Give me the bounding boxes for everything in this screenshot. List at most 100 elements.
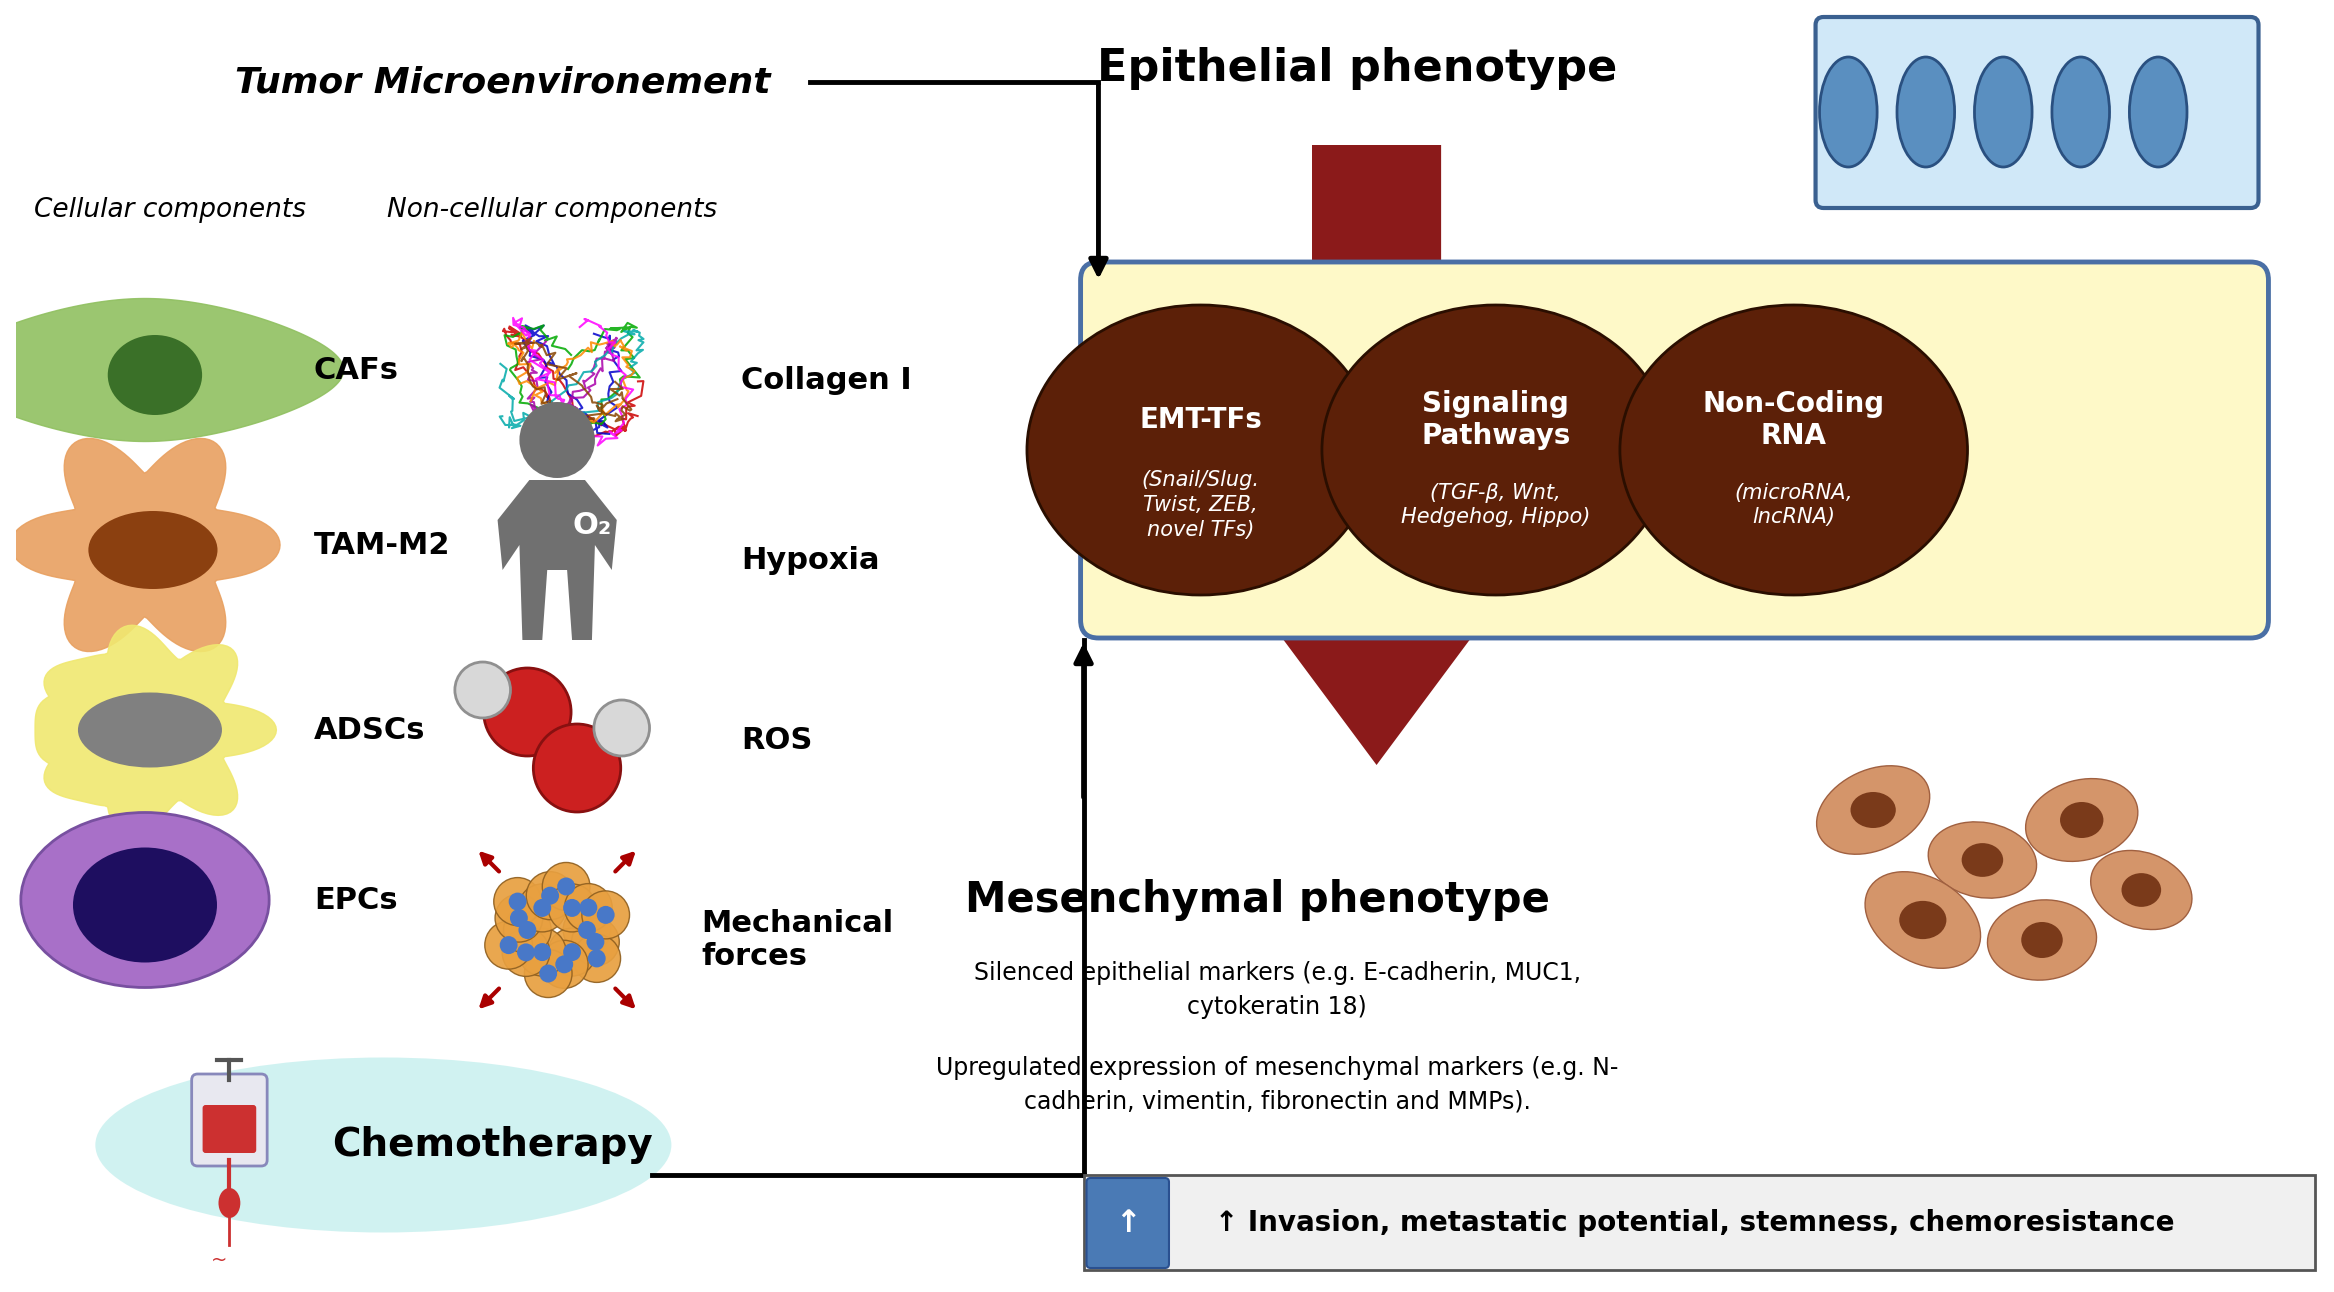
Text: Collagen I: Collagen I bbox=[740, 366, 913, 394]
Text: Mesenchymal phenotype: Mesenchymal phenotype bbox=[964, 879, 1550, 921]
Ellipse shape bbox=[1900, 901, 1947, 939]
Circle shape bbox=[518, 921, 537, 939]
Circle shape bbox=[485, 921, 532, 969]
Text: (Snail/Slug.
Twist, ZEB,
novel TFs): (Snail/Slug. Twist, ZEB, novel TFs) bbox=[1141, 470, 1260, 540]
FancyBboxPatch shape bbox=[1081, 262, 2269, 638]
Ellipse shape bbox=[1989, 899, 2096, 981]
Text: Upregulated expression of mesenchymal markers (e.g. N-
cadherin, vimentin, fibro: Upregulated expression of mesenchymal ma… bbox=[936, 1057, 1617, 1114]
Polygon shape bbox=[35, 625, 275, 835]
Circle shape bbox=[525, 872, 574, 920]
Circle shape bbox=[579, 899, 598, 916]
Text: ADSCs: ADSCs bbox=[313, 716, 425, 744]
Ellipse shape bbox=[107, 335, 203, 415]
Circle shape bbox=[539, 965, 558, 982]
Ellipse shape bbox=[2129, 57, 2187, 167]
Circle shape bbox=[598, 906, 614, 924]
Circle shape bbox=[499, 937, 518, 953]
Ellipse shape bbox=[2052, 57, 2110, 167]
Text: Epithelial phenotype: Epithelial phenotype bbox=[1097, 47, 1617, 89]
Ellipse shape bbox=[2091, 850, 2192, 929]
Circle shape bbox=[588, 950, 605, 968]
Ellipse shape bbox=[96, 1057, 672, 1233]
Text: ROS: ROS bbox=[740, 726, 812, 755]
Circle shape bbox=[534, 899, 551, 917]
Circle shape bbox=[509, 910, 527, 928]
Circle shape bbox=[518, 928, 567, 975]
Text: EPCs: EPCs bbox=[313, 885, 397, 915]
Circle shape bbox=[534, 724, 621, 811]
Text: O₂: O₂ bbox=[572, 510, 612, 540]
Ellipse shape bbox=[72, 848, 217, 963]
Circle shape bbox=[555, 955, 574, 973]
Circle shape bbox=[593, 700, 649, 756]
Ellipse shape bbox=[2122, 873, 2161, 907]
Ellipse shape bbox=[89, 512, 217, 589]
Text: Hypoxia: Hypoxia bbox=[740, 545, 880, 575]
Text: (TGF-β, Wnt,
Hedgehog, Hippo): (TGF-β, Wnt, Hedgehog, Hippo) bbox=[1400, 483, 1589, 527]
Text: ↑ Invasion, metastatic potential, stemness, chemoresistance: ↑ Invasion, metastatic potential, stemne… bbox=[1214, 1209, 2175, 1236]
Circle shape bbox=[495, 877, 541, 925]
Polygon shape bbox=[1183, 145, 1571, 765]
Circle shape bbox=[541, 863, 591, 911]
FancyBboxPatch shape bbox=[1088, 1178, 1169, 1267]
Circle shape bbox=[562, 906, 612, 953]
Circle shape bbox=[562, 899, 581, 917]
Circle shape bbox=[534, 943, 551, 961]
Text: EMT-TFs: EMT-TFs bbox=[1139, 406, 1263, 434]
Text: CAFs: CAFs bbox=[313, 355, 399, 385]
Polygon shape bbox=[9, 438, 280, 651]
Ellipse shape bbox=[1027, 305, 1375, 596]
Circle shape bbox=[548, 884, 595, 932]
Ellipse shape bbox=[1816, 766, 1930, 854]
Ellipse shape bbox=[77, 693, 222, 767]
Ellipse shape bbox=[2021, 922, 2063, 957]
FancyBboxPatch shape bbox=[203, 1105, 257, 1152]
Ellipse shape bbox=[21, 813, 268, 987]
Circle shape bbox=[572, 917, 619, 966]
Circle shape bbox=[504, 906, 551, 953]
Circle shape bbox=[572, 934, 621, 982]
Ellipse shape bbox=[2026, 779, 2138, 862]
Ellipse shape bbox=[219, 1189, 240, 1218]
Circle shape bbox=[541, 941, 588, 988]
Text: Silenced epithelial markers (e.g. E-cadherin, MUC1,
cytokeratin 18): Silenced epithelial markers (e.g. E-cadh… bbox=[973, 961, 1580, 1019]
Text: Tumor Microenvironement: Tumor Microenvironement bbox=[236, 65, 770, 99]
Text: ↑: ↑ bbox=[1116, 1208, 1141, 1238]
Ellipse shape bbox=[1321, 305, 1669, 596]
Ellipse shape bbox=[1620, 305, 1968, 596]
Polygon shape bbox=[0, 298, 343, 442]
Circle shape bbox=[586, 933, 605, 951]
Text: Mechanical
forces: Mechanical forces bbox=[700, 908, 894, 972]
Circle shape bbox=[558, 877, 574, 895]
FancyBboxPatch shape bbox=[191, 1074, 266, 1165]
Circle shape bbox=[565, 884, 612, 932]
Circle shape bbox=[495, 894, 544, 942]
Text: Signaling
Pathways: Signaling Pathways bbox=[1421, 390, 1571, 450]
Ellipse shape bbox=[1821, 57, 1877, 167]
Text: ~: ~ bbox=[212, 1251, 229, 1270]
FancyBboxPatch shape bbox=[1083, 1174, 2315, 1270]
Text: Cellular components: Cellular components bbox=[33, 196, 306, 224]
Circle shape bbox=[518, 884, 567, 932]
Ellipse shape bbox=[1928, 822, 2038, 898]
Circle shape bbox=[520, 402, 595, 478]
Circle shape bbox=[562, 943, 581, 961]
FancyBboxPatch shape bbox=[1816, 17, 2259, 208]
Circle shape bbox=[581, 891, 630, 939]
Ellipse shape bbox=[1851, 792, 1895, 828]
Circle shape bbox=[525, 950, 572, 997]
Circle shape bbox=[579, 921, 595, 939]
Ellipse shape bbox=[1865, 872, 1982, 968]
Circle shape bbox=[483, 668, 572, 756]
Circle shape bbox=[541, 886, 560, 904]
Circle shape bbox=[518, 943, 534, 961]
Circle shape bbox=[455, 662, 511, 718]
Text: Chemotherapy: Chemotherapy bbox=[331, 1127, 654, 1164]
Text: Non-cellular components: Non-cellular components bbox=[387, 196, 717, 224]
Circle shape bbox=[548, 928, 595, 975]
Polygon shape bbox=[497, 481, 616, 640]
Text: TAM-M2: TAM-M2 bbox=[313, 531, 450, 559]
Ellipse shape bbox=[1961, 844, 2003, 877]
Circle shape bbox=[509, 893, 527, 911]
Text: Non-Coding
RNA: Non-Coding RNA bbox=[1701, 390, 1886, 450]
